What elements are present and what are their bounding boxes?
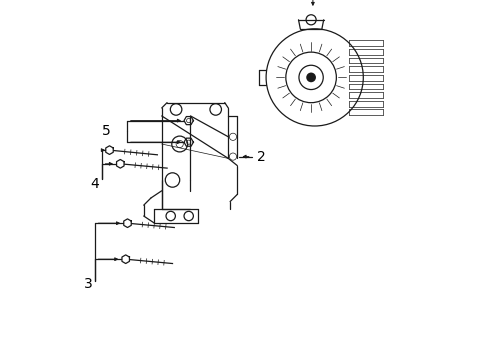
- Circle shape: [305, 72, 315, 82]
- Text: 4: 4: [91, 177, 99, 190]
- Text: 3: 3: [83, 278, 92, 291]
- Text: 2: 2: [257, 150, 265, 163]
- Text: 5: 5: [102, 125, 110, 138]
